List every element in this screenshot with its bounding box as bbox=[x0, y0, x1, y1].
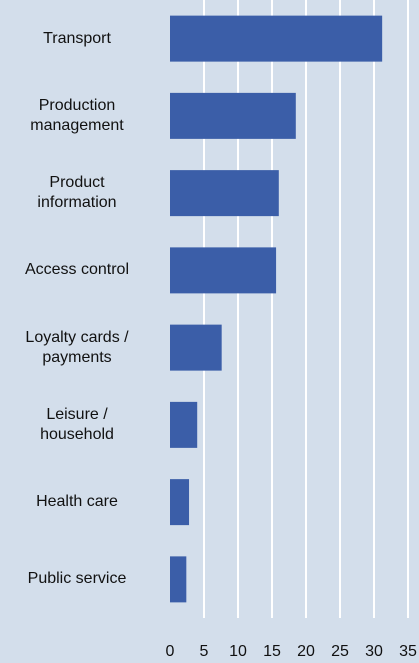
y-tick-label: Loyalty cards / payments bbox=[25, 328, 129, 366]
y-tick-label: Public service bbox=[27, 570, 127, 588]
bar bbox=[170, 556, 187, 603]
bar bbox=[170, 401, 198, 448]
y-tick-label: Leisure / household bbox=[40, 405, 114, 443]
x-tick-label: 30 bbox=[365, 643, 383, 660]
bar bbox=[170, 479, 190, 526]
x-tick-label: 5 bbox=[200, 643, 209, 660]
bar bbox=[170, 170, 279, 217]
bar bbox=[170, 92, 296, 139]
y-tick-label: Product information bbox=[37, 174, 117, 212]
bar bbox=[170, 15, 383, 62]
x-tick-label: 10 bbox=[229, 643, 247, 660]
bar bbox=[170, 324, 222, 371]
y-tick-label: Health care bbox=[36, 493, 118, 511]
bar bbox=[170, 247, 277, 294]
y-tick-label: Transport bbox=[43, 29, 111, 47]
x-tick-label: 20 bbox=[297, 643, 315, 660]
x-tick-label: 35 bbox=[399, 643, 417, 660]
x-tick-label: 25 bbox=[331, 643, 349, 660]
x-tick-label: 0 bbox=[166, 643, 175, 660]
y-tick-label: Access control bbox=[24, 261, 130, 279]
x-tick-label: 15 bbox=[263, 643, 281, 660]
y-tick-label: Production management bbox=[30, 96, 124, 134]
